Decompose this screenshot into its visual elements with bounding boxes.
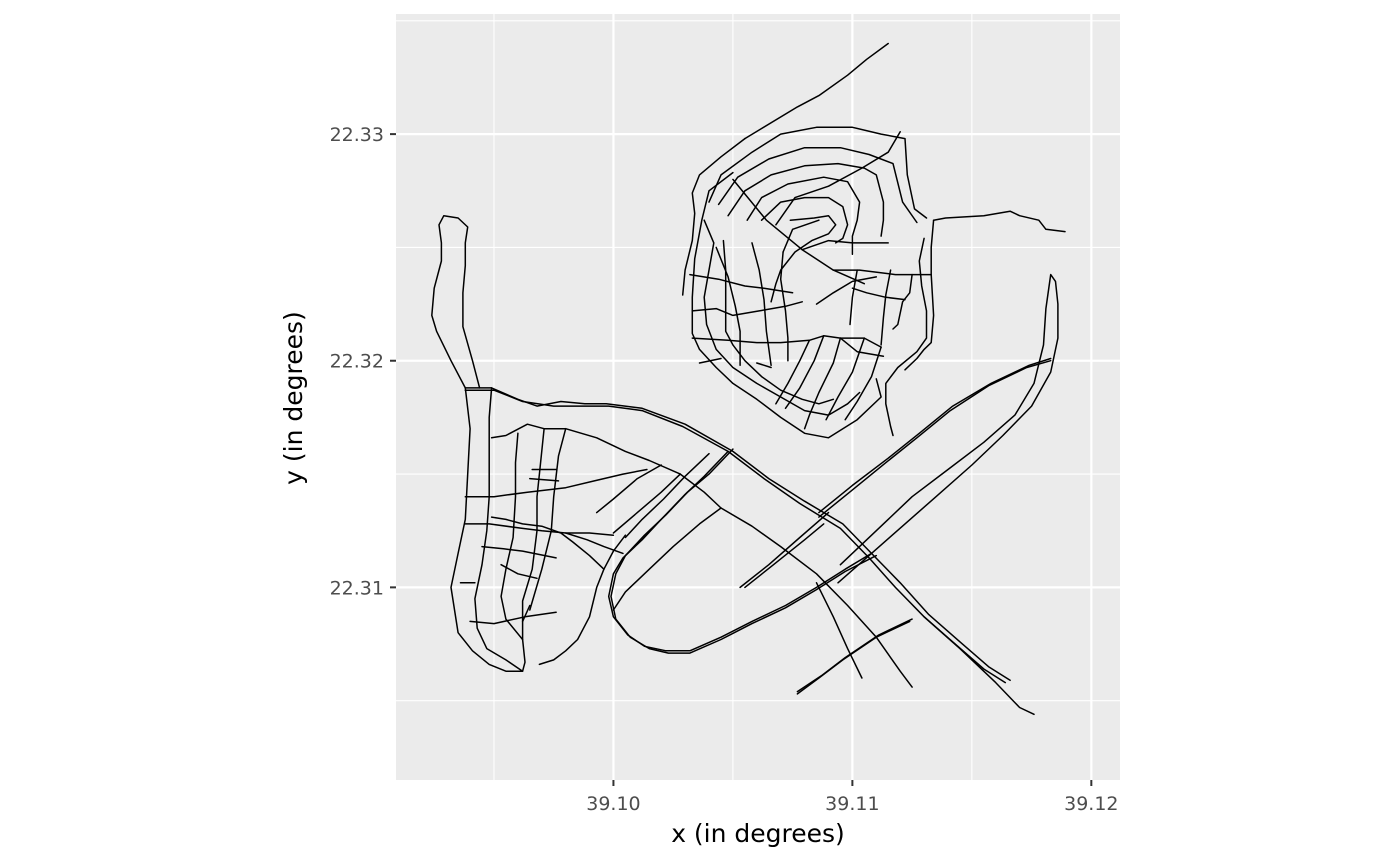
road-segment <box>849 269 858 326</box>
road-segment <box>612 507 722 611</box>
road-segment <box>698 357 722 364</box>
road-segment <box>796 618 913 693</box>
road-segment <box>464 468 648 498</box>
road-segment <box>727 162 885 237</box>
road-segment <box>923 616 1035 716</box>
road-segment <box>756 362 772 369</box>
road-lines <box>431 42 1066 716</box>
road-segment <box>746 176 861 255</box>
road-segment <box>469 611 557 625</box>
road-segment <box>880 269 892 346</box>
road-segment <box>722 239 835 405</box>
road-segment <box>529 477 560 482</box>
panel-background <box>396 14 1120 780</box>
y-axis-title: y (in degrees) <box>279 311 308 485</box>
road-segment <box>803 337 842 430</box>
road-segment <box>450 387 531 672</box>
road-segment <box>529 427 567 611</box>
road-segment <box>818 357 1052 514</box>
x-axis: 39.10 39.11 39.12 <box>586 780 1119 815</box>
road-segment <box>564 532 624 555</box>
y-tick-label: 22.32 <box>330 351 384 373</box>
road-segment <box>715 246 741 367</box>
x-tick-label: 39.12 <box>1064 793 1118 815</box>
road-segment <box>490 423 913 688</box>
road-segment <box>851 287 906 301</box>
road-segment <box>717 146 918 224</box>
road-segment <box>521 427 545 623</box>
y-tick-label: 22.33 <box>330 124 384 146</box>
road-segment <box>689 273 794 294</box>
road-segment <box>815 582 863 679</box>
road-segment <box>464 523 615 536</box>
road-segment <box>815 276 878 305</box>
y-tick-label: 22.31 <box>330 577 384 599</box>
road-segment <box>779 251 789 362</box>
road-segment <box>610 448 878 654</box>
road-segment <box>681 137 746 296</box>
road-segment <box>624 452 710 539</box>
road-segment <box>691 301 803 317</box>
road-segment <box>490 516 605 570</box>
x-tick-label: 39.10 <box>586 793 640 815</box>
road-segment <box>775 339 811 405</box>
road-segment <box>431 214 481 389</box>
x-tick-label: 39.11 <box>825 793 879 815</box>
road-segment <box>801 239 889 251</box>
road-segment <box>760 196 849 244</box>
road-segment <box>844 346 882 421</box>
road-segment <box>691 171 882 439</box>
road-segment <box>904 219 935 371</box>
road-segment <box>708 126 928 219</box>
road-segment <box>832 269 932 276</box>
road-segment <box>464 387 1011 682</box>
road-segment <box>739 511 830 589</box>
road-segment <box>892 273 913 330</box>
road-segment <box>885 237 928 437</box>
road-segment <box>595 464 662 514</box>
road-segment <box>839 337 885 357</box>
y-axis: 22.31 22.32 22.33 <box>330 124 396 599</box>
road-segment <box>744 42 889 140</box>
road-segment <box>825 337 866 421</box>
road-segment <box>775 131 901 226</box>
road-segment <box>612 473 682 534</box>
road-segment <box>818 359 1052 518</box>
road-segment <box>474 387 524 672</box>
x-axis-title: x (in degrees) <box>671 819 845 848</box>
road-segment <box>932 210 1066 233</box>
road-segment <box>770 214 837 303</box>
road-segment <box>500 432 524 641</box>
road-segment <box>538 534 627 666</box>
road-segment <box>744 523 825 589</box>
road-segment <box>837 273 1059 584</box>
road-segment <box>782 219 820 253</box>
road-segment <box>481 545 557 559</box>
road-segment <box>784 335 825 410</box>
